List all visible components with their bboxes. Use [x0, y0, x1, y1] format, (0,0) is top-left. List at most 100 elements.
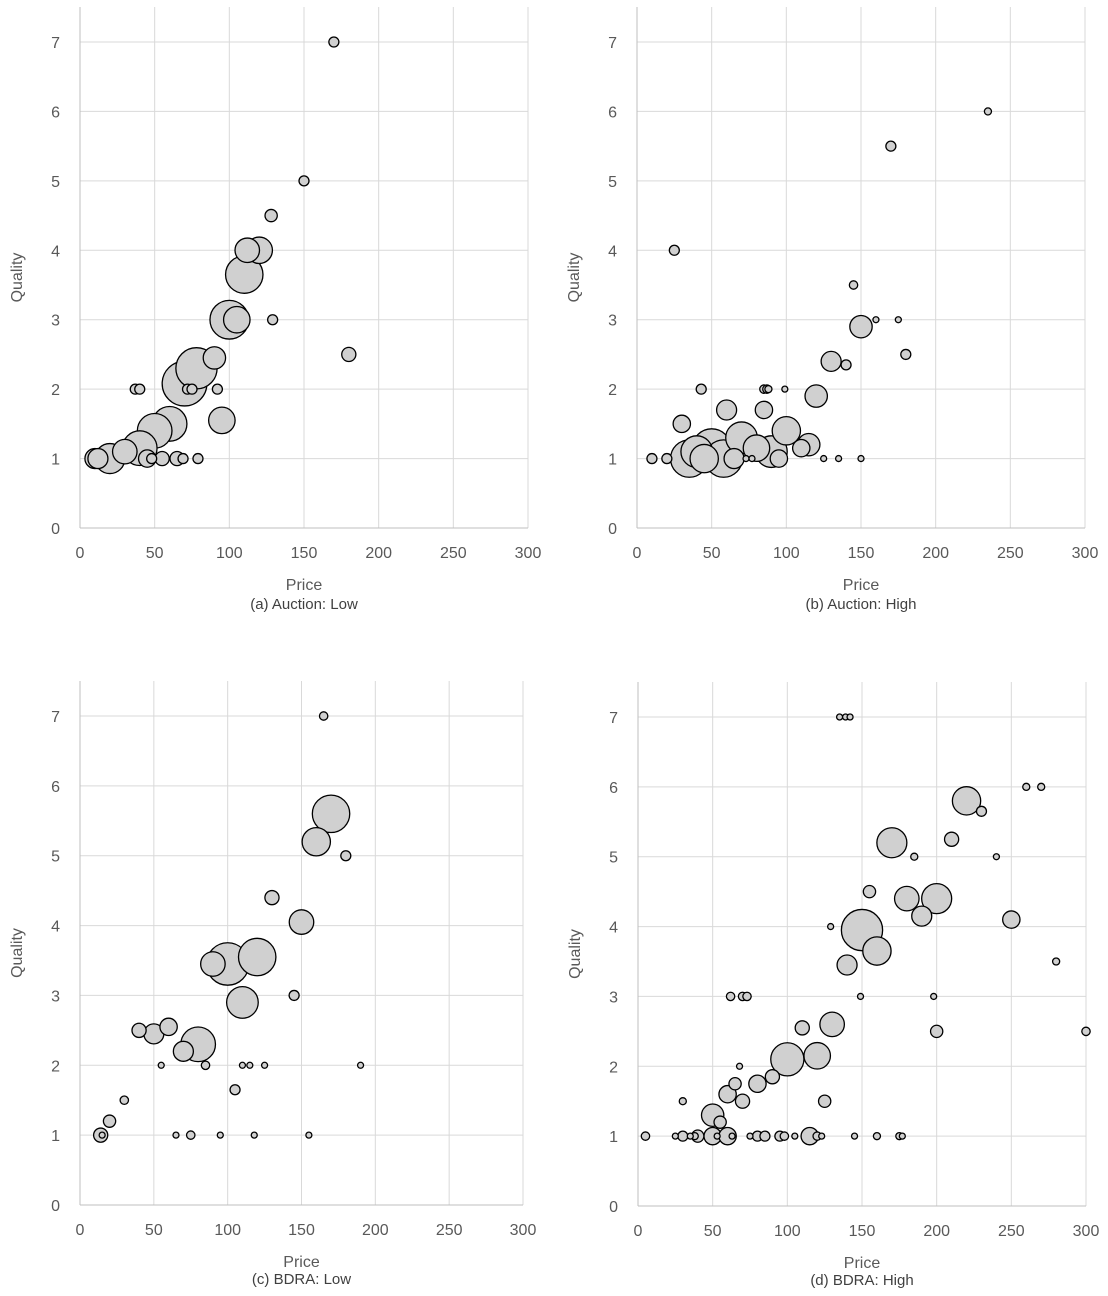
chart-d-bubble	[803, 1041, 832, 1070]
chart-b-x-tick-label: 300	[1072, 545, 1099, 562]
chart-d-y-tick-label: 0	[609, 1199, 618, 1216]
chart-b-y-axis-title: Quality	[566, 253, 583, 303]
chart-c-bubble	[288, 989, 300, 1002]
chart-c-bubble	[98, 1131, 106, 1139]
chart-b-bubble	[715, 399, 738, 421]
chart-c-bubble	[318, 711, 329, 721]
chart-b-bubble	[769, 449, 789, 468]
chart-b-bubble	[983, 107, 993, 116]
chart-b-bubble	[804, 384, 829, 408]
chart-d-y-tick-label: 2	[609, 1059, 618, 1076]
chart-b-x-tick-label: 0	[633, 545, 642, 562]
chart-b-bubble	[781, 385, 789, 393]
chart-d-x-axis-title: Price	[844, 1255, 881, 1272]
chart-d-bubble	[1022, 782, 1031, 792]
chart-d-bubble	[911, 905, 933, 927]
chart-b-y-tick-label: 5	[608, 174, 617, 191]
chart-a-x-tick-label: 300	[515, 545, 542, 562]
chart-d-y-tick-label: 6	[609, 780, 618, 797]
chart-a-bubble	[207, 406, 236, 435]
chart-c-x-tick-label: 200	[362, 1222, 389, 1239]
chart-d-bubble	[725, 991, 736, 1002]
chart-d-bubble	[1002, 910, 1021, 929]
chart-c-bubble	[172, 1131, 180, 1139]
chart-d-bubble	[734, 1093, 751, 1109]
chart-c-bubble	[172, 1040, 195, 1062]
chart-d-bubble	[992, 853, 1001, 861]
chart-b-bubble	[723, 447, 745, 470]
chart-d-bubble	[713, 1115, 727, 1129]
chart-b-bubble	[820, 350, 842, 373]
chart-a-bubble	[234, 237, 261, 264]
chart-d-y-tick-label: 3	[609, 989, 618, 1006]
chart-b-x-tick-label: 250	[997, 545, 1024, 562]
chart-a-x-axis-title: Price	[286, 577, 323, 594]
chart-b-bubble	[900, 348, 912, 361]
chart-b-bubble	[672, 414, 692, 434]
chart-c-bubble	[340, 850, 352, 862]
chart-b-bubble	[661, 452, 673, 465]
chart-c-x-tick-label: 250	[436, 1222, 463, 1239]
chart-a-bubble	[202, 346, 227, 370]
chart-d-bubble	[671, 1132, 679, 1140]
chart-b-y-tick-label: 1	[608, 452, 617, 469]
chart-a-bubble	[298, 175, 310, 187]
chart-d-x-tick-label: 250	[998, 1223, 1025, 1240]
chart-c-y-tick-label: 6	[51, 779, 60, 796]
chart-c-x-tick-label: 0	[76, 1222, 85, 1239]
chart-d-bubble	[930, 992, 938, 1001]
chart-b-y-tick-label: 0	[608, 521, 617, 538]
chart-a-bubble	[87, 447, 109, 470]
chart-d-bubble	[728, 1076, 742, 1091]
chart-a-bubble	[266, 314, 279, 326]
chart-c-bubble	[131, 1022, 147, 1039]
chart-d-x-tick-label: 200	[923, 1223, 950, 1240]
chart-a-x-tick-label: 200	[365, 545, 392, 562]
chart-d-bubble	[876, 827, 908, 859]
chart-d-bubble	[686, 1132, 694, 1140]
chart-b-y-tick-label: 3	[608, 313, 617, 330]
chart-c-x-axis-title: Price	[283, 1254, 320, 1271]
chart-d-bubble	[929, 1024, 944, 1039]
chart-a-bubble	[211, 383, 224, 395]
chart-d-x-tick-label: 100	[774, 1223, 801, 1240]
chart-d-y-tick-label: 4	[609, 920, 618, 937]
chart-b-bubble	[742, 434, 771, 463]
chart-a-bubble	[192, 452, 204, 465]
chart-c-bubble	[200, 951, 226, 977]
chart-b-bubble	[885, 140, 897, 152]
chart-c-bubble	[356, 1061, 365, 1069]
chart-b-bubble	[764, 384, 773, 394]
chart-c-bubble	[246, 1061, 254, 1069]
chart-c-bubble	[301, 826, 332, 857]
chart-c-y-tick-label: 7	[51, 709, 60, 726]
chart-c-x-tick-label: 50	[145, 1222, 163, 1239]
chart-d-x-tick-label: 150	[849, 1223, 876, 1240]
chart-c-y-tick-label: 1	[51, 1128, 60, 1145]
chart-d-x-tick-label: 0	[634, 1223, 643, 1240]
chart-a-y-tick-label: 6	[51, 104, 60, 121]
chart-a-x-tick-label: 50	[146, 545, 164, 562]
chart-d-bubble	[910, 852, 919, 861]
chart-d-bubble	[746, 1132, 754, 1140]
chart-b-x-tick-label: 150	[848, 545, 875, 562]
chart-b-y-tick-label: 4	[608, 243, 617, 260]
chart-d-bubble	[718, 1084, 737, 1104]
chart-d-bubble	[862, 884, 877, 899]
chart-d-bubble	[748, 1074, 767, 1094]
chart-c-y-tick-label: 4	[51, 919, 60, 936]
chart-c-bubble	[157, 1061, 165, 1069]
chart-d-bubble	[818, 1132, 826, 1140]
chart-a-bubble	[222, 305, 251, 334]
chart-a-y-tick-label: 5	[51, 174, 60, 191]
chart-c-bubble	[250, 1131, 258, 1139]
chart-a-bubble	[177, 452, 189, 465]
chart-d-bubble	[779, 1131, 790, 1141]
chart-d-bubble	[794, 1020, 810, 1036]
chart-b-caption: (b) Auction: High	[806, 596, 917, 613]
chart-a-y-tick-label: 2	[51, 382, 60, 399]
chart-d-bubble	[846, 713, 854, 721]
chart-d-bubble	[943, 831, 960, 847]
chart-b-bubble	[857, 454, 865, 463]
